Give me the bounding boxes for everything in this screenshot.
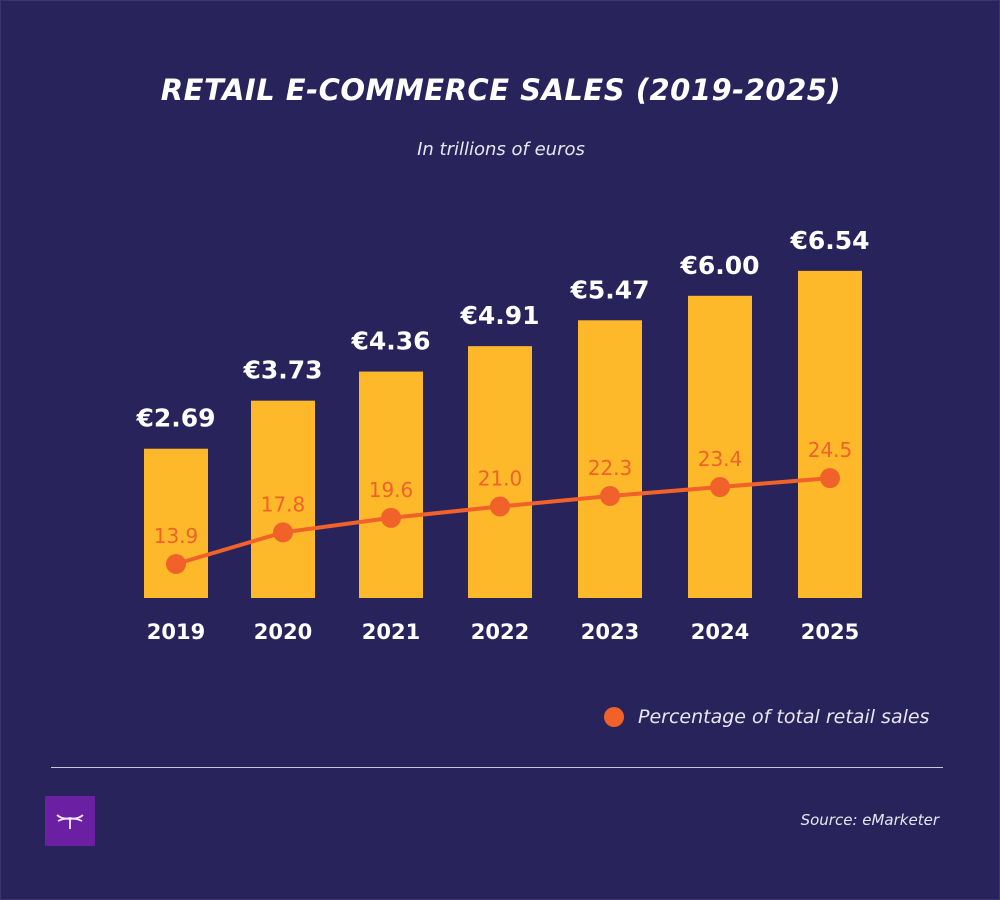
x-tick-label: 2020: [254, 620, 312, 644]
bar-value-label: €3.73: [242, 356, 322, 385]
line-point: [381, 507, 401, 528]
bar-value-label: €2.69: [135, 404, 215, 433]
line-value-label: 21.0: [478, 466, 523, 490]
bar: [468, 346, 532, 598]
line-value-label: 23.4: [698, 447, 743, 471]
source-note: Source: eMarketer: [800, 811, 939, 829]
x-tick-label: 2025: [801, 620, 859, 644]
line-value-label: 17.8: [261, 492, 306, 516]
bar-value-label: €6.00: [679, 251, 759, 280]
chart-title: RETAIL E-COMMERCE SALES (2019-2025): [160, 73, 842, 107]
line-point: [600, 485, 620, 506]
legend-marker: [604, 707, 624, 727]
line-point: [490, 496, 510, 517]
line-point: [273, 522, 293, 543]
bar: [578, 320, 642, 598]
bar: [688, 295, 752, 598]
line-point: [710, 477, 730, 498]
bar-value-label: €4.91: [459, 301, 539, 330]
x-tick-label: 2022: [471, 620, 529, 644]
chart-subtitle: In trillions of euros: [417, 139, 585, 160]
x-tick-label: 2019: [147, 620, 205, 644]
line-value-label: 13.9: [154, 524, 199, 548]
bar-value-label: €4.36: [350, 327, 430, 356]
line-point: [166, 554, 186, 574]
line-value-label: 22.3: [588, 456, 633, 480]
bar-value-label: €5.47: [569, 275, 649, 304]
x-tick-label: 2024: [691, 620, 749, 644]
legend: Percentage of total retail sales: [604, 706, 929, 728]
dragonfly-logo-icon: [45, 796, 95, 846]
x-tick-label: 2023: [581, 620, 639, 644]
divider: [51, 767, 943, 768]
bar-value-label: €6.54: [789, 226, 869, 255]
line-value-label: 24.5: [808, 438, 853, 462]
bar: [359, 371, 423, 598]
bar: [251, 400, 315, 598]
line-point: [820, 468, 840, 489]
x-tick-label: 2021: [362, 620, 420, 644]
line-value-label: 19.6: [369, 478, 414, 502]
bar: [798, 270, 862, 598]
chart-plot: €2.69 2019 €3.73 2020 €4.36 2021 €4.91 2022 €5.4…: [135, 226, 869, 644]
legend-label: Percentage of total retail sales: [638, 706, 930, 728]
